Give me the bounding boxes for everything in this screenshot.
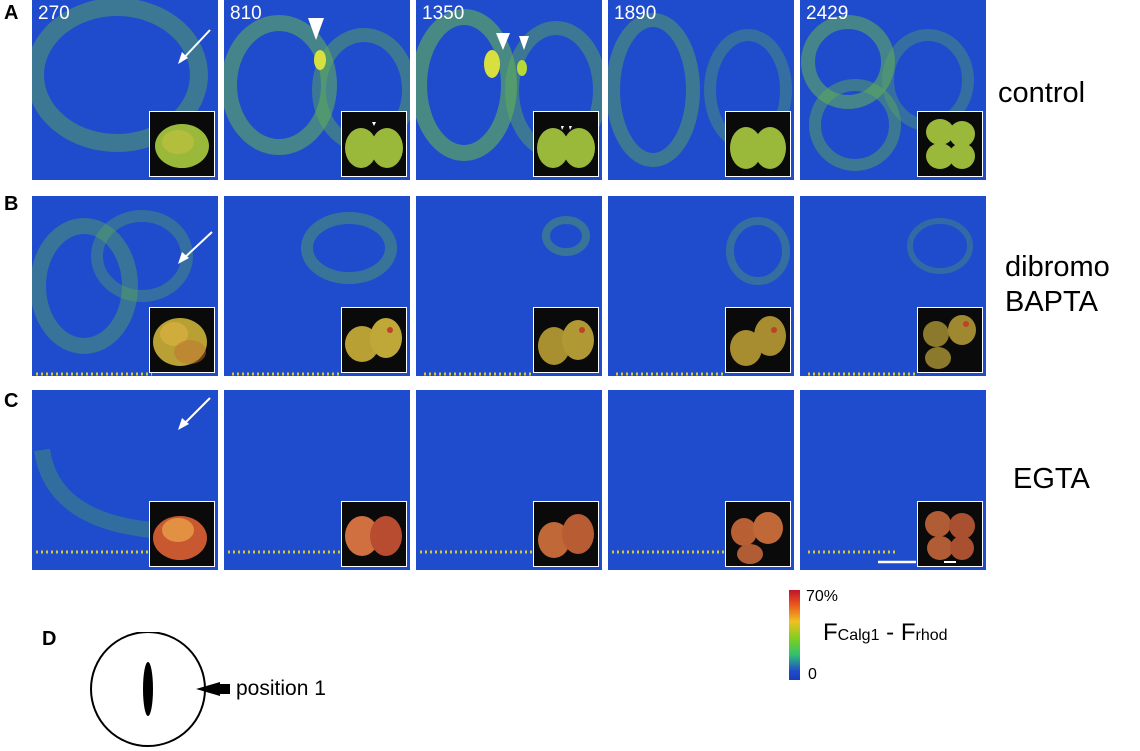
panel-a2: 810 [224, 0, 410, 180]
panel-letter-c: C [4, 390, 19, 412]
row-label-egta: EGTA [1013, 463, 1090, 495]
panel-c4 [608, 390, 794, 570]
panel-b2 [224, 196, 410, 376]
row-label-line1: dibromo [1005, 251, 1110, 283]
colorbar [789, 590, 800, 680]
panel-b5 [800, 196, 986, 376]
inset-image [149, 307, 215, 373]
time-label: 810 [230, 3, 262, 24]
panel-b4 [608, 196, 794, 376]
panel-letter-b: B [4, 193, 19, 215]
inset-image [149, 111, 215, 177]
inset-image [341, 307, 407, 373]
panel-a5: 2429 [800, 0, 986, 180]
colorbar-max-label: 70% [806, 588, 839, 605]
inset-image [341, 501, 407, 567]
formula-sub-rhod: rhod [915, 627, 948, 644]
row-label-line2: BAPTA [1005, 286, 1098, 318]
inset-image [533, 307, 599, 373]
panel-a3: 1350 [416, 0, 602, 180]
inset-image [917, 307, 983, 373]
inset-image [917, 111, 983, 177]
diagram-embryo-position [90, 632, 230, 747]
panel-c2 [224, 390, 410, 570]
inset-image [725, 111, 791, 177]
time-label: 1890 [614, 3, 657, 24]
inset-image [341, 111, 407, 177]
formula-mid: - F [879, 619, 916, 646]
row-label-dibromo-bapta: dibromo BAPTA [1005, 250, 1110, 320]
time-label: 2429 [806, 3, 849, 24]
panel-letter-a: A [4, 2, 19, 24]
panel-c5 [800, 390, 986, 570]
time-label: 270 [38, 3, 70, 24]
colorbar-min-label: 0 [808, 666, 817, 683]
panel-c1 [32, 390, 218, 570]
panel-c3 [416, 390, 602, 570]
panel-a1: 270 [32, 0, 218, 180]
panel-letter-d: D [42, 628, 57, 650]
inset-image [917, 501, 983, 567]
time-label: 1350 [422, 3, 465, 24]
inset-image [149, 501, 215, 567]
position-label: position 1 [236, 677, 326, 700]
inset-image [725, 307, 791, 373]
panel-b1 [32, 196, 218, 376]
inset-image [533, 111, 599, 177]
formula-f1: F [823, 619, 838, 646]
colorbar-formula: FCalg1 - Frhod [823, 619, 948, 647]
inset-image [533, 501, 599, 567]
panel-b3 [416, 196, 602, 376]
row-label-control: control [998, 77, 1086, 109]
inset-image [725, 501, 791, 567]
panel-a4: 1890 [608, 0, 794, 180]
formula-sub-calg1: Calg1 [837, 627, 880, 644]
